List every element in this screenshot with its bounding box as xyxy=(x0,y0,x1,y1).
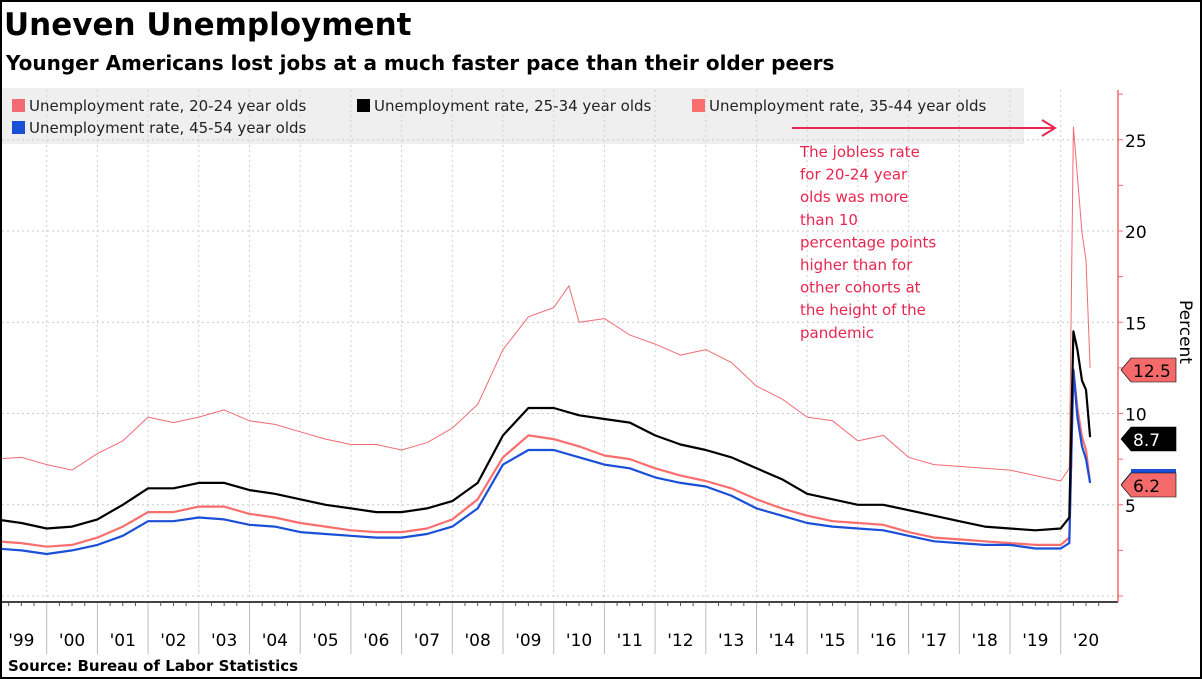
source-note: Source: Bureau of Labor Statistics xyxy=(8,657,298,675)
x-tick-label: '11 xyxy=(617,631,643,651)
x-tick-label: '03 xyxy=(211,631,237,651)
annotation-text: percentage points xyxy=(800,233,936,251)
annotation-text: for 20-24 year xyxy=(800,166,908,184)
y-tick-label: 5 xyxy=(1125,497,1136,517)
annotation: The jobless rate for 20-24 year olds was m… xyxy=(792,119,1057,342)
x-tick-label: '14 xyxy=(769,631,795,651)
value-tag xyxy=(1120,357,1177,383)
x-tick-label: '05 xyxy=(312,631,338,651)
x-tick-label: '01 xyxy=(110,631,136,651)
x-tick-label: '13 xyxy=(718,631,744,651)
annotation-text: The jobless rate xyxy=(799,143,920,161)
axes: '99 '00 '01 '02 '03 '04 '05 '06 '07 '08 '09 '10 '11 '… xyxy=(2,90,1147,654)
annotation-text: higher than for xyxy=(800,256,913,274)
legend-background xyxy=(2,88,1024,144)
chart-title: Uneven Unemployment xyxy=(4,7,412,43)
series-line xyxy=(2,126,1091,482)
x-tick-label: '06 xyxy=(363,631,389,651)
x-tick-label: '07 xyxy=(414,631,440,651)
value-tag-label: 8.7 xyxy=(1133,431,1160,451)
y-tick-label: 10 xyxy=(1125,406,1147,426)
last-value-tags: 12.5 8.7 6.2 xyxy=(1120,357,1177,498)
annotation-text: than 10 xyxy=(800,211,858,229)
annotation-text: other cohorts at xyxy=(800,279,921,297)
x-tick-label: '10 xyxy=(566,631,592,651)
x-tick-label: '08 xyxy=(464,631,490,651)
x-tick-label: '12 xyxy=(667,631,693,651)
x-tick-label: '20 xyxy=(1073,631,1099,651)
arrow-right-icon xyxy=(1041,119,1057,137)
legend-label: Unemployment rate, 25-34 year olds xyxy=(374,97,652,115)
series-line xyxy=(2,368,1092,556)
annotation-text: the height of the xyxy=(800,301,926,319)
legend-swatch xyxy=(12,99,25,112)
value-tag xyxy=(1120,472,1177,498)
x-tick-label: '18 xyxy=(971,631,997,651)
value-tag-blue-edge xyxy=(1131,469,1176,474)
legend-label: Unemployment rate, 45-54 year olds xyxy=(29,119,307,137)
value-tag-blue-tip xyxy=(1121,472,1131,484)
x-tick-label: '04 xyxy=(262,631,288,651)
x-tick-label: '16 xyxy=(870,631,896,651)
legend-swatch xyxy=(12,121,25,134)
legend-label: Unemployment rate, 35-44 year olds xyxy=(709,97,987,115)
legend: Unemployment rate, 20-24 year olds Unempl… xyxy=(12,97,987,137)
series-lines xyxy=(2,126,1092,556)
chart-subtitle: Younger Americans lost jobs at a much fa… xyxy=(5,51,834,75)
value-tag-label: 12.5 xyxy=(1133,362,1171,382)
series-line xyxy=(2,368,1092,548)
x-tick-label: '17 xyxy=(921,631,947,651)
x-tick-label: '15 xyxy=(819,631,845,651)
y-tick-label: 20 xyxy=(1125,223,1147,243)
legend-label: Unemployment rate, 20-24 year olds xyxy=(29,97,307,115)
value-tag xyxy=(1120,426,1177,452)
x-tick-label: '09 xyxy=(515,631,541,651)
grid xyxy=(2,90,1118,600)
x-tick-label: '99 xyxy=(8,631,34,651)
value-tag-label: 6.2 xyxy=(1133,477,1160,497)
x-tick-label: '00 xyxy=(59,631,85,651)
series-line xyxy=(2,330,1092,532)
x-tick-label: '02 xyxy=(160,631,186,651)
x-tick-label: '19 xyxy=(1022,631,1048,651)
legend-swatch xyxy=(357,99,370,112)
y-tick-label: 15 xyxy=(1125,314,1147,334)
y-tick-label: 25 xyxy=(1125,132,1147,152)
legend-swatch xyxy=(692,99,705,112)
y-axis-label: Percent xyxy=(1175,300,1195,364)
annotation-text: pandemic xyxy=(800,324,874,342)
annotation-text: olds was more xyxy=(800,188,908,206)
